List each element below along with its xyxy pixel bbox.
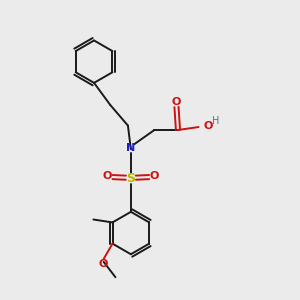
Text: N: N	[126, 142, 136, 153]
Text: H: H	[212, 116, 219, 126]
Text: S: S	[126, 172, 135, 185]
Text: O: O	[150, 171, 159, 181]
Text: O: O	[99, 259, 108, 269]
Text: O: O	[172, 97, 181, 107]
Text: O: O	[103, 171, 112, 181]
Text: O: O	[203, 121, 213, 131]
